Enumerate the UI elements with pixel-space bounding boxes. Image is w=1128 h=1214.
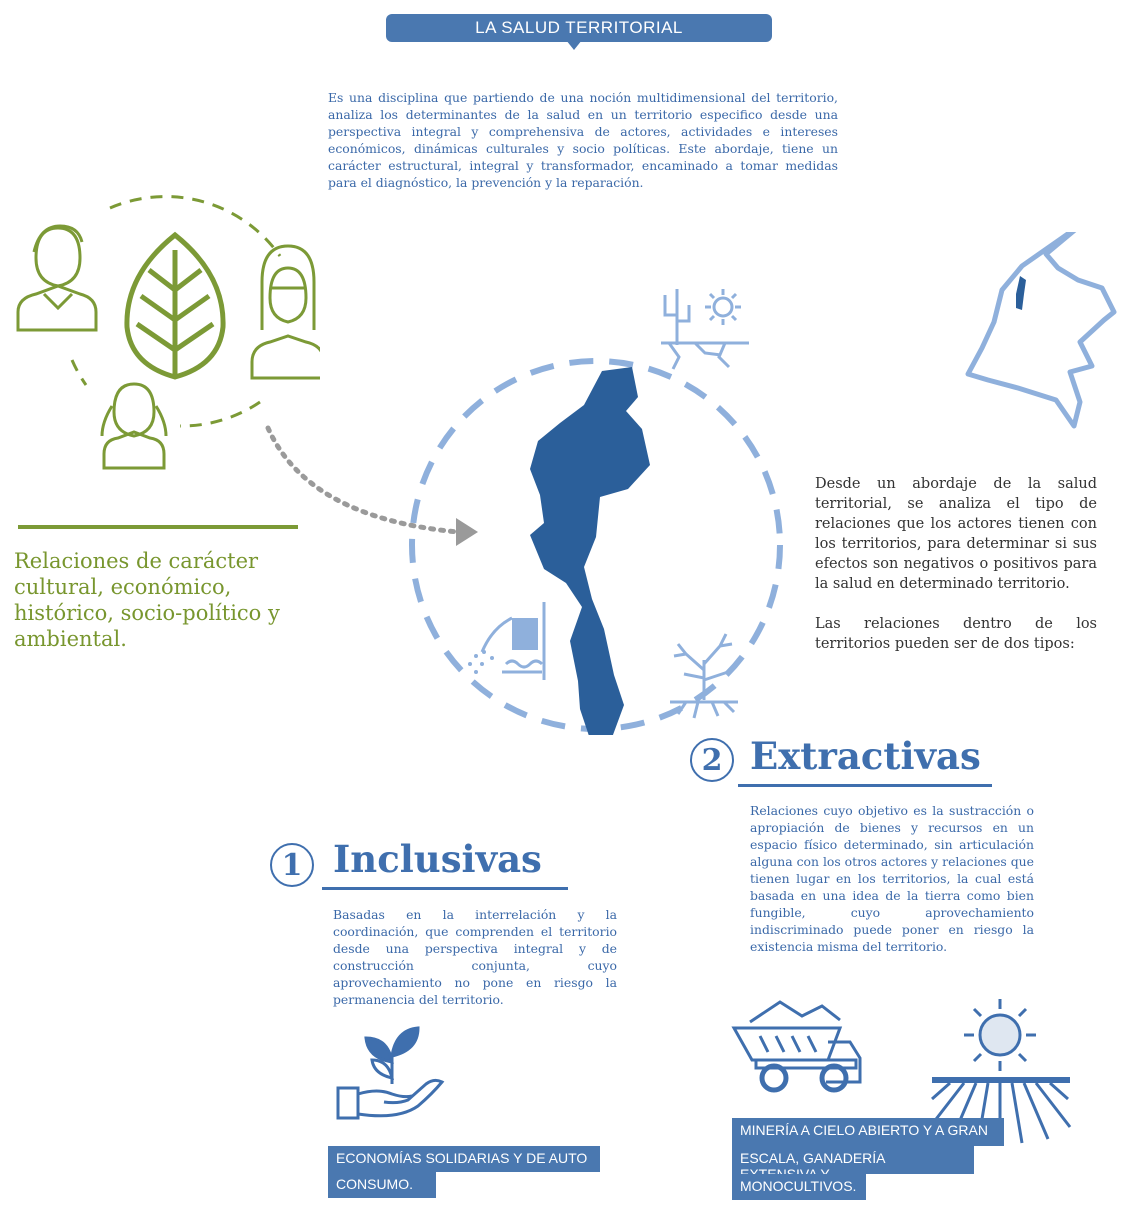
inclusivas-title: Inclusivas <box>333 837 542 881</box>
mining-truck-icon <box>731 1000 862 1093</box>
inclusivas-description: Basadas en la interrelación y la coordin… <box>333 907 617 1007</box>
dead-tree-icon <box>670 633 738 719</box>
extractivas-title: Extractivas <box>750 734 981 778</box>
inclusivas-label-line-1: ECONOMÍAS SOLIDARIAS Y DE AUTO <box>328 1146 600 1172</box>
girl-icon <box>100 382 168 470</box>
number-2-badge: 2 <box>690 738 734 782</box>
number-1-badge: 1 <box>270 843 314 887</box>
extractivas-description: Relaciones cuyo objetivo es la sustracci… <box>750 803 1034 954</box>
dotted-arrow-icon <box>265 425 478 546</box>
territory-circle <box>409 358 783 735</box>
leaf-icon <box>124 231 226 380</box>
intro-paragraph: Es una disciplina que partiendo de una n… <box>328 90 838 190</box>
sun-field-icon <box>930 999 1072 1144</box>
inclusivas-label-line-2: CONSUMO. <box>328 1172 436 1198</box>
green-divider <box>18 525 298 529</box>
page-title: LA SALUD TERRITORIAL <box>386 14 772 42</box>
drought-icon <box>661 289 749 370</box>
pipe-discharge-icon <box>468 602 546 680</box>
woman-icon <box>250 244 320 380</box>
territory-map-icon <box>530 367 650 735</box>
actors-cluster <box>16 195 320 470</box>
extractivas-label-line-2: ESCALA, GANADERÍA EXTENSIVA Y <box>732 1146 974 1182</box>
man-icon <box>16 224 98 332</box>
extractivas-underline <box>738 784 992 787</box>
title-pointer <box>566 40 582 50</box>
inclusivas-underline <box>322 887 568 890</box>
right-description: Desde un abordaje de la salud territoria… <box>815 474 1097 674</box>
extractivas-label-line-1: MINERÍA A CIELO ABIERTO Y A GRAN <box>732 1118 1004 1146</box>
extractivas-label-line-3: MONOCULTIVOS. <box>732 1174 866 1200</box>
right-paragraph-1: Desde un abordaje de la salud territoria… <box>815 476 1097 592</box>
hand-plant-icon <box>336 1026 445 1120</box>
relations-types-text: Relaciones de carácter cultural, económi… <box>14 549 280 651</box>
right-paragraph-2: Las relaciones dentro de los territorios… <box>815 616 1097 652</box>
colombia-map-icon <box>965 232 1117 429</box>
